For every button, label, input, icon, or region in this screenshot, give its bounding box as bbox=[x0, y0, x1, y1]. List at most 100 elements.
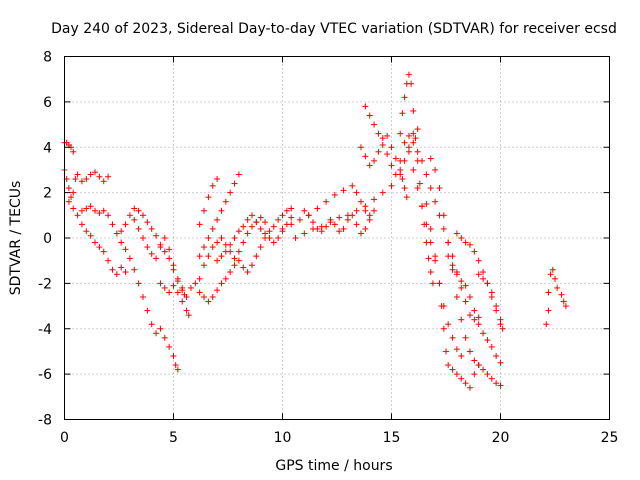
data-point bbox=[131, 205, 138, 212]
data-point bbox=[257, 244, 264, 251]
data-point bbox=[432, 253, 439, 260]
series-arc-d bbox=[78, 203, 181, 373]
data-point bbox=[458, 278, 465, 285]
data-point bbox=[179, 298, 186, 305]
data-point bbox=[554, 284, 561, 291]
data-point bbox=[214, 239, 221, 246]
data-point bbox=[375, 148, 382, 155]
y-axis-label: SDTVAR / TECUs bbox=[8, 181, 24, 296]
series-arc-s bbox=[405, 148, 465, 359]
data-point bbox=[493, 380, 500, 387]
data-point bbox=[135, 207, 142, 214]
data-point bbox=[270, 223, 277, 230]
data-point bbox=[135, 225, 142, 232]
x-tick-label: 15 bbox=[383, 430, 401, 446]
data-point bbox=[427, 239, 434, 246]
data-point bbox=[375, 130, 382, 137]
data-point bbox=[185, 312, 192, 319]
data-point bbox=[275, 216, 282, 223]
data-point bbox=[205, 235, 212, 241]
data-point bbox=[488, 343, 495, 350]
data-point bbox=[371, 207, 378, 214]
data-point bbox=[100, 248, 107, 255]
data-point bbox=[248, 212, 255, 219]
data-point bbox=[384, 132, 391, 139]
data-point bbox=[462, 298, 469, 305]
data-point bbox=[366, 162, 373, 169]
data-point bbox=[209, 293, 216, 300]
data-point bbox=[440, 325, 447, 332]
data-point bbox=[126, 212, 133, 219]
data-point bbox=[279, 212, 286, 219]
data-point bbox=[153, 232, 160, 239]
data-point bbox=[480, 330, 487, 337]
data-point bbox=[401, 185, 408, 192]
data-point bbox=[83, 228, 90, 235]
series-arc-v bbox=[423, 200, 482, 391]
data-point bbox=[336, 214, 343, 221]
series-arc-p bbox=[357, 126, 421, 178]
data-point bbox=[240, 223, 247, 230]
data-point bbox=[445, 239, 452, 246]
data-point bbox=[362, 225, 369, 232]
data-point bbox=[410, 166, 417, 173]
data-point bbox=[240, 239, 247, 246]
data-point bbox=[318, 228, 325, 235]
data-point bbox=[257, 225, 264, 232]
data-point bbox=[466, 241, 473, 248]
data-point bbox=[74, 212, 81, 219]
data-point bbox=[72, 176, 79, 183]
series-arc-g bbox=[157, 280, 192, 319]
data-point bbox=[432, 198, 439, 205]
data-point bbox=[248, 223, 255, 230]
data-point bbox=[92, 207, 99, 214]
data-point bbox=[462, 334, 469, 341]
data-point bbox=[214, 257, 221, 264]
data-point bbox=[174, 366, 181, 373]
data-point bbox=[429, 280, 436, 287]
data-point bbox=[231, 262, 238, 269]
data-point bbox=[70, 189, 77, 196]
data-point bbox=[131, 266, 138, 273]
data-point bbox=[323, 223, 330, 230]
data-point bbox=[336, 228, 343, 235]
data-point bbox=[70, 148, 77, 155]
data-point bbox=[87, 171, 94, 178]
data-point bbox=[410, 130, 417, 137]
data-point bbox=[458, 375, 465, 382]
data-point bbox=[87, 203, 94, 210]
data-point bbox=[340, 225, 347, 232]
data-point bbox=[371, 157, 378, 164]
series-arc-l bbox=[214, 212, 295, 264]
data-point bbox=[362, 203, 369, 210]
data-point bbox=[432, 166, 439, 173]
data-point bbox=[235, 257, 242, 264]
data-point bbox=[87, 232, 94, 239]
data-point bbox=[157, 241, 164, 248]
data-point bbox=[305, 212, 312, 219]
data-point bbox=[331, 221, 338, 228]
data-point bbox=[458, 235, 465, 241]
data-point bbox=[174, 289, 181, 296]
data-point bbox=[253, 253, 260, 260]
data-point bbox=[248, 262, 255, 269]
data-point bbox=[92, 239, 99, 246]
y-tick-label: 8 bbox=[43, 50, 52, 66]
data-point bbox=[423, 221, 430, 228]
data-point bbox=[170, 266, 177, 273]
data-point bbox=[166, 343, 173, 350]
data-point bbox=[349, 212, 356, 219]
data-point bbox=[161, 235, 168, 241]
series-arc-a bbox=[61, 166, 112, 201]
data-point bbox=[144, 244, 151, 251]
data-point bbox=[105, 212, 112, 219]
data-point bbox=[78, 221, 85, 228]
data-point bbox=[314, 205, 321, 212]
axis-ticks bbox=[64, 56, 610, 420]
series-arc-z bbox=[543, 266, 569, 328]
data-point bbox=[462, 282, 469, 289]
data-point bbox=[122, 221, 129, 228]
data-point bbox=[423, 171, 430, 178]
data-point bbox=[100, 207, 107, 214]
data-point bbox=[201, 262, 208, 269]
